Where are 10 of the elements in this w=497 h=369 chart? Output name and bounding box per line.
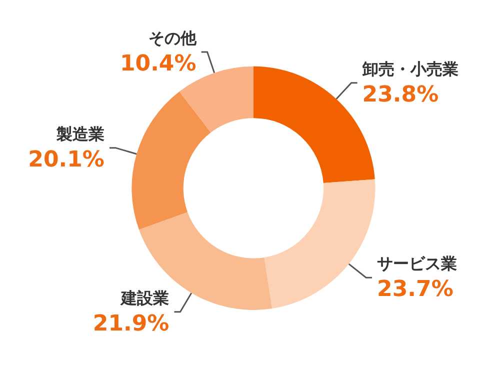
- slice-label: 卸売・小売業: [361, 59, 458, 78]
- slice-label: 建設業: [119, 288, 170, 308]
- data-label: 21.9%: [92, 311, 170, 336]
- slice-label: サービス業: [377, 254, 458, 274]
- data-label: 23.7%: [377, 277, 454, 302]
- slice-label: 製造業: [55, 124, 104, 144]
- data-label: 23.8%: [362, 82, 439, 108]
- data-label: 20.1%: [28, 147, 104, 172]
- data-label: 10.4%: [120, 52, 196, 77]
- slice-label: その他: [148, 28, 198, 48]
